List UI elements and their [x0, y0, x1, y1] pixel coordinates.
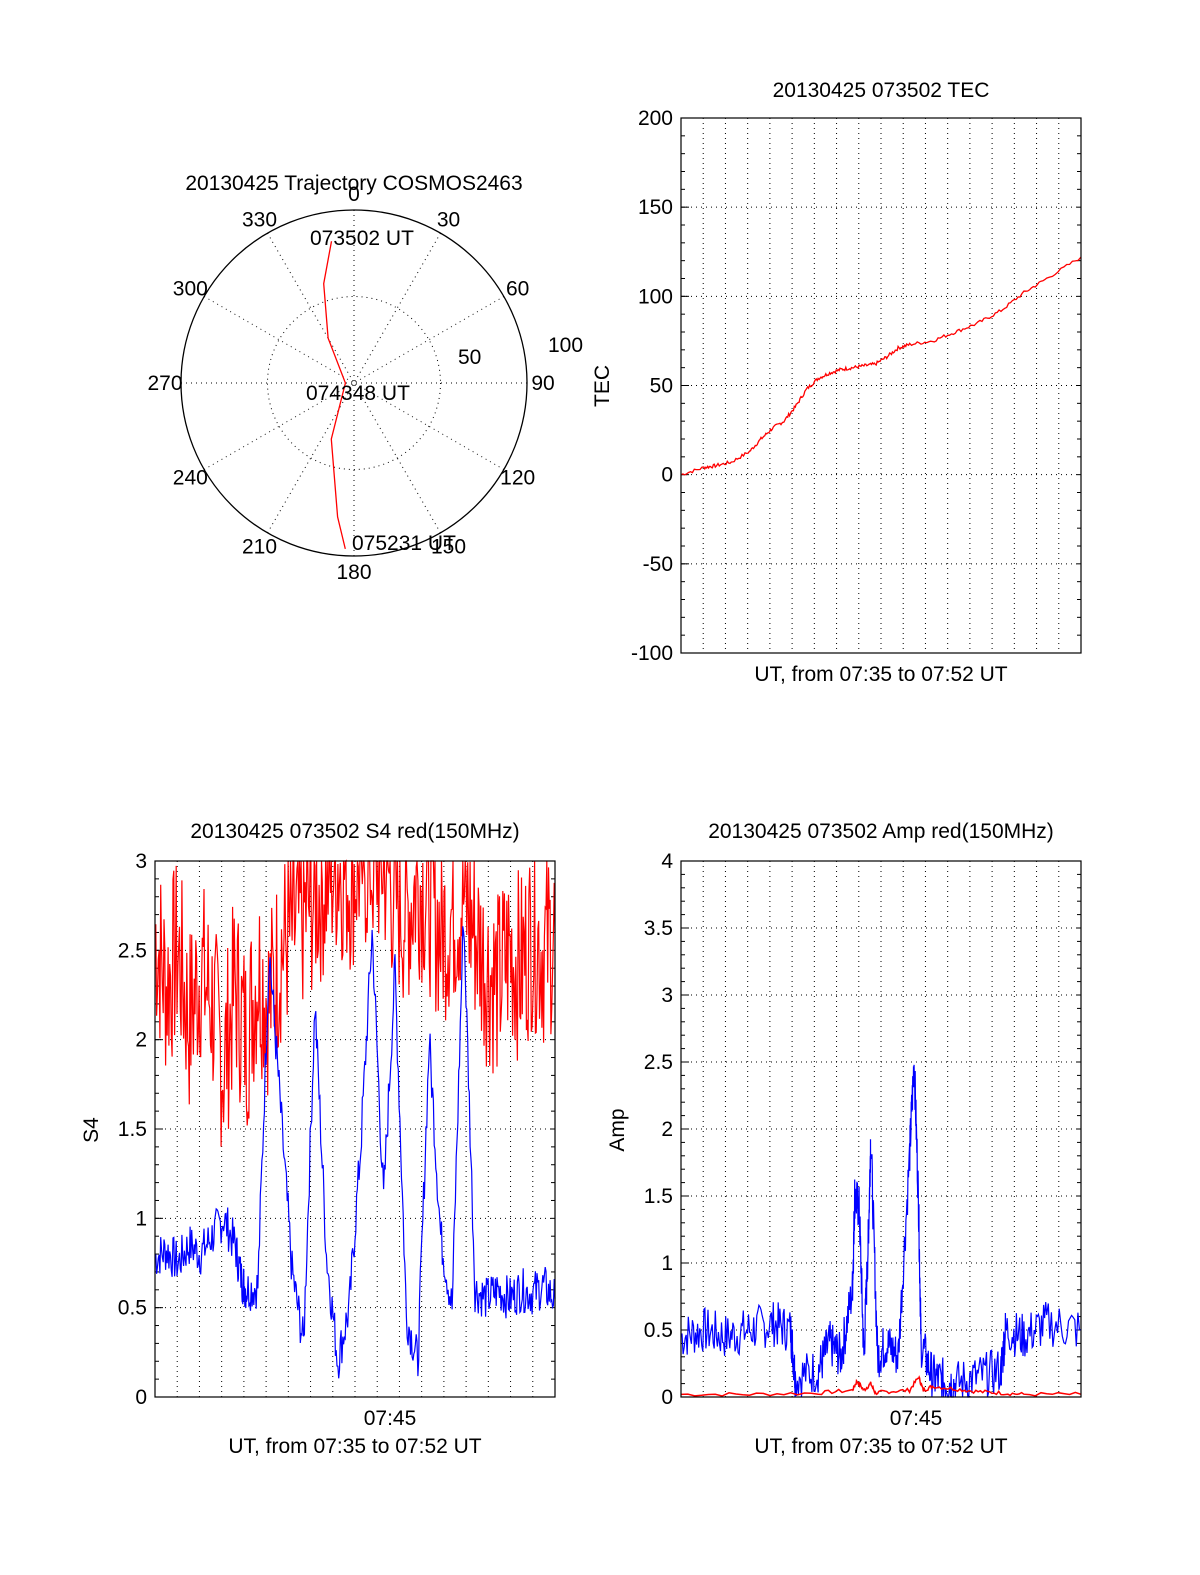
- y-tick-label: 150: [638, 196, 673, 219]
- s4-title: 20130425 073502 S4 red(150MHz): [190, 820, 519, 843]
- polar-angle-label: 240: [173, 467, 208, 490]
- polar-grid: [181, 210, 527, 556]
- y-tick-label: -50: [643, 553, 673, 576]
- s4-plot-frame: [154, 860, 556, 1398]
- s4-blue-series-line: [154, 926, 556, 1379]
- y-tick-label: 1.5: [118, 1118, 147, 1141]
- amp-y-tick-labels: 4 3.5 3 2.5 2 1.5 1 0.5 0: [644, 850, 674, 1409]
- polar-outer-circle: [180, 209, 528, 557]
- y-tick-label: 200: [638, 107, 673, 130]
- s4-x-tick-label: 07:45: [364, 1407, 417, 1430]
- y-tick-label: 3.5: [644, 917, 673, 940]
- y-tick-label: 1: [135, 1207, 147, 1230]
- tec-title: 20130425 073502 TEC: [773, 79, 990, 102]
- polar-angle-label: 300: [173, 278, 208, 301]
- s4-y-tick-labels: 3 2.5 2 1.5 1 0.5 0: [118, 850, 147, 1409]
- y-tick-label: 0: [661, 1386, 673, 1409]
- polar-trajectory-line: [323, 241, 347, 550]
- amp-red-series-line: [680, 1375, 1082, 1397]
- polar-angle-labels: 0 30 60 90 120 150 180 210 240 270 300 330: [147, 183, 554, 584]
- amp-x-tick-label: 07:45: [890, 1407, 943, 1430]
- s4-chart: 20130425 073502 S4 red(150MHz) 3 2.5 2 1.5 1…: [80, 820, 556, 1458]
- s4-x-axis-label: UT, from 07:35 to 07:52 UT: [228, 1435, 481, 1458]
- tec-plot-frame: [680, 117, 1082, 654]
- polar-angle-label: 210: [242, 536, 277, 559]
- polar-trajectory-chart: 20130425 Trajectory COSMOS2463 0 30 60 90 12…: [147, 172, 583, 584]
- tec-y-tick-labels: 200 150 100 50 0 -50 -100: [631, 107, 673, 665]
- polar-mid-time-label: 074348 UT: [306, 382, 410, 405]
- polar-angle-label: 0: [348, 183, 360, 206]
- polar-ring-50: [267, 296, 441, 470]
- polar-angle-label: 150: [431, 536, 466, 559]
- y-tick-label: 4: [661, 850, 673, 873]
- y-tick-label: 1.5: [644, 1185, 673, 1208]
- y-tick-label: -100: [631, 642, 673, 665]
- polar-start-time-label: 073502 UT: [310, 227, 414, 250]
- y-tick-label: 2: [135, 1029, 147, 1052]
- amp-chart: 20130425 073502 Amp red(150MHz) 4 3.5 3 2.5…: [606, 820, 1082, 1458]
- polar-angle-label: 120: [500, 467, 535, 490]
- tec-chart: 20130425 073502 TEC 200150100500-50-100 …: [591, 79, 1082, 686]
- tec-grid: [681, 117, 1081, 654]
- polar-radial-label-50: 50: [458, 346, 481, 369]
- y-tick-label: 3: [661, 984, 673, 1007]
- polar-angle-label: 270: [147, 372, 182, 395]
- y-tick-label: 50: [650, 375, 673, 398]
- polar-angle-label: 180: [336, 561, 371, 584]
- polar-radial-label-100: 100: [548, 334, 583, 357]
- s4-red-series-line: [154, 859, 556, 1147]
- y-tick-label: 0: [661, 464, 673, 487]
- amp-y-axis-label: Amp: [606, 1108, 629, 1151]
- y-tick-label: 2: [661, 1118, 673, 1141]
- polar-angle-label: 330: [242, 208, 277, 231]
- amp-title: 20130425 073502 Amp red(150MHz): [708, 820, 1054, 843]
- polar-end-time-label: 075231 UT: [352, 532, 456, 555]
- y-tick-label: 2.5: [118, 939, 147, 962]
- y-tick-label: 100: [638, 285, 673, 308]
- y-tick-label: 1: [661, 1252, 673, 1275]
- tec-series-line: [680, 256, 1082, 476]
- y-tick-label: 0.5: [644, 1319, 673, 1342]
- y-tick-label: 2.5: [644, 1051, 673, 1074]
- amp-blue-series-line: [680, 1064, 1082, 1398]
- s4-grid: [155, 860, 555, 1398]
- amp-grid: [681, 860, 1081, 1398]
- amp-x-axis-label: UT, from 07:35 to 07:52 UT: [754, 1435, 1007, 1458]
- tec-x-axis-label: UT, from 07:35 to 07:52 UT: [754, 663, 1007, 686]
- polar-angle-label: 90: [531, 372, 554, 395]
- tec-y-axis-label: TEC: [591, 365, 614, 407]
- y-tick-label: 0: [135, 1386, 147, 1409]
- polar-angle-label: 30: [437, 208, 460, 231]
- y-tick-label: 0.5: [118, 1297, 147, 1320]
- polar-angle-label: 60: [506, 278, 529, 301]
- y-tick-label: 3: [135, 850, 147, 873]
- polar-title: 20130425 Trajectory COSMOS2463: [185, 172, 522, 195]
- amp-plot-frame: [680, 860, 1082, 1398]
- s4-y-axis-label: S4: [80, 1117, 103, 1143]
